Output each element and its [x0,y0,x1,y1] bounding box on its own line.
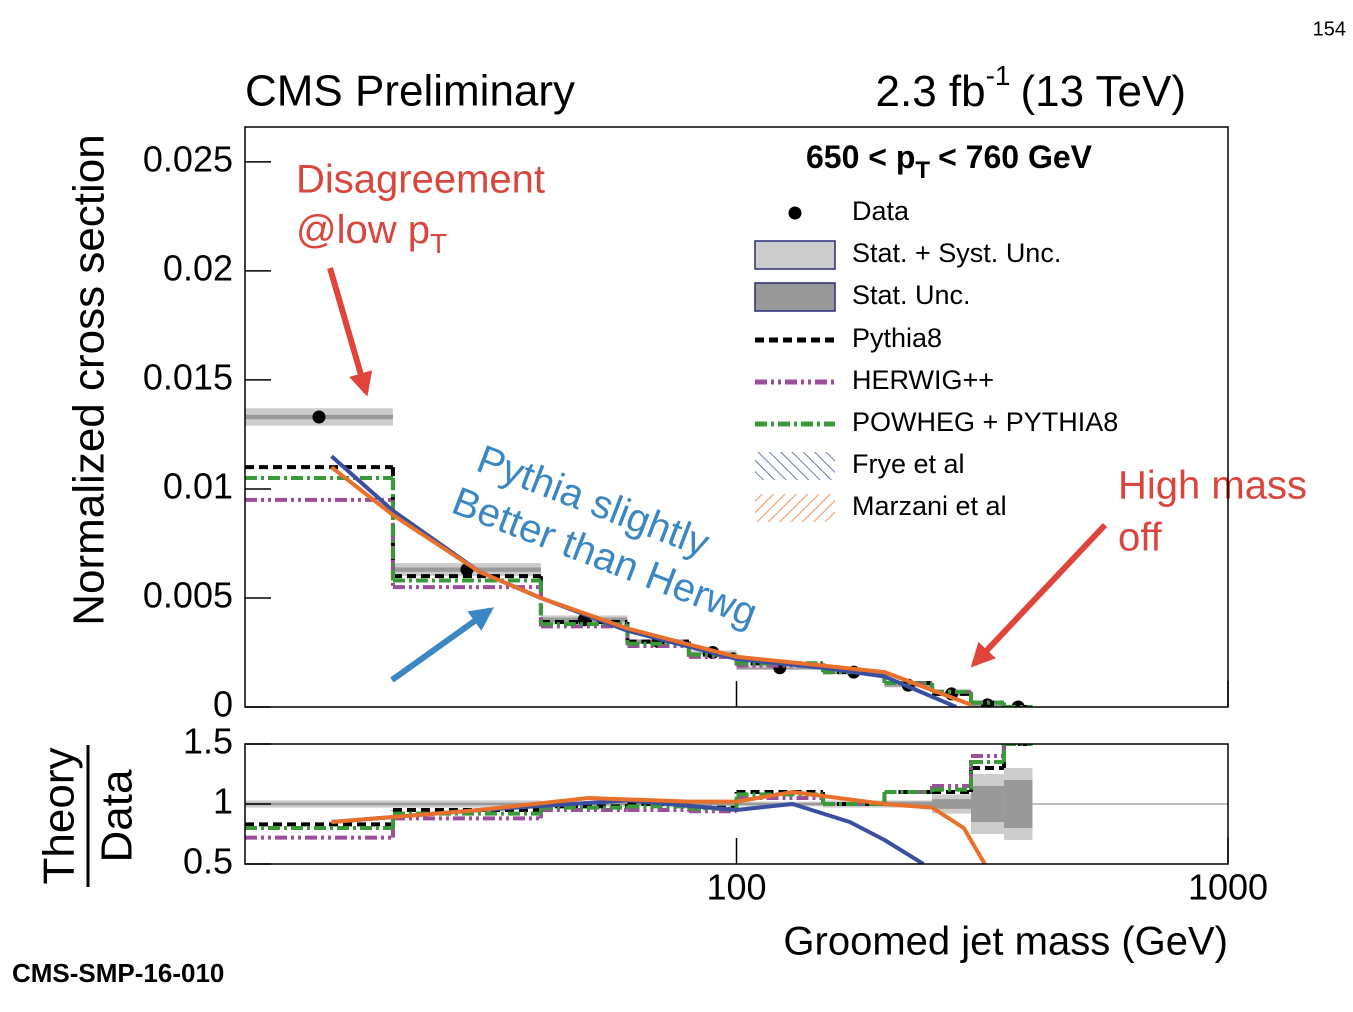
uncertainty-band [1003,780,1033,828]
legend-label: Marzani et al [852,491,1007,521]
arrow [390,607,494,683]
legend-label: Pythia8 [852,323,942,353]
legend-swatch [755,494,835,522]
uncertainty-band [245,802,393,806]
plot-area [245,408,1033,707]
annotation-sub: T [430,228,447,259]
uncertainty-band [392,802,541,806]
y-tick-label: 0.025 [143,138,233,179]
theory-curve [330,465,972,707]
footer: CMS-SMP-16-010 [12,958,224,988]
annotation: High mass [1118,464,1307,508]
uncertainty-band [688,802,737,806]
selection-text: < 760 GeV [938,139,1093,175]
data-point [980,698,994,707]
lumi-energy: (13 TeV) [1021,67,1187,116]
y-tick-label: 0 [213,684,233,725]
y-tick-label: 0.5 [183,841,233,882]
selection: 650 < pT < 760 GeV [806,139,1093,184]
annotation-group: Pythia slightly Better than Herwg [446,437,763,636]
legend-label: Stat. + Syst. Unc. [852,238,1061,268]
uncertainty-band [932,799,972,809]
x-axis-label: Groomed jet mass (GeV) [783,920,1228,964]
theory-curve [331,790,987,864]
ratio-y-label: Theory [35,748,84,885]
legend-swatch [788,206,802,220]
legend-label: Frye et al [852,449,965,479]
x-tick-label: 1000 [1188,867,1268,908]
annotation: off [1118,516,1163,560]
y-tick-label: 0.015 [143,356,233,397]
legend-label: POWHEG + PYTHIA8 [852,407,1118,437]
selection-text: 650 < p [806,139,915,175]
arrow [327,267,373,397]
theory-curve [330,454,958,707]
legend-label: HERWIG++ [852,365,994,395]
annotation: Disagreement [296,158,545,202]
annotation: @low pT [296,208,447,260]
lumi: 2.3 fb-1 (13 TeV) [876,60,1187,115]
chart-title: CMS Preliminary [245,67,575,116]
arrow [970,522,1108,668]
lumi-text: 2.3 fb [876,67,986,116]
x-tick-label: 100 [706,867,766,908]
legend-swatch [754,240,836,270]
uncertainty-band [971,786,1004,822]
frame [244,743,1229,865]
y-tick-label: 0.005 [143,574,233,615]
legend-label: Data [852,196,910,226]
legend-label: Stat. Unc. [852,280,971,310]
legend-swatch [755,452,835,480]
y-tick-label: 0.01 [163,465,233,506]
y-axis-label: Normalized cross section [65,134,114,626]
y-tick-label: 0.02 [163,247,233,288]
y-tick-label: 1.5 [183,721,233,762]
theory-curve [331,798,925,864]
lumi-sup: -1 [986,60,1011,91]
data-point [312,410,326,424]
y-tick-label: 1 [213,781,233,822]
legend-swatch [754,282,836,312]
selection-sub: T [915,157,930,184]
annotation-text: @low p [296,208,430,252]
page-number: 154 [1313,18,1346,40]
ratio-y-label: Data [93,769,142,862]
plot-area [245,744,1228,864]
frame [244,126,1229,708]
